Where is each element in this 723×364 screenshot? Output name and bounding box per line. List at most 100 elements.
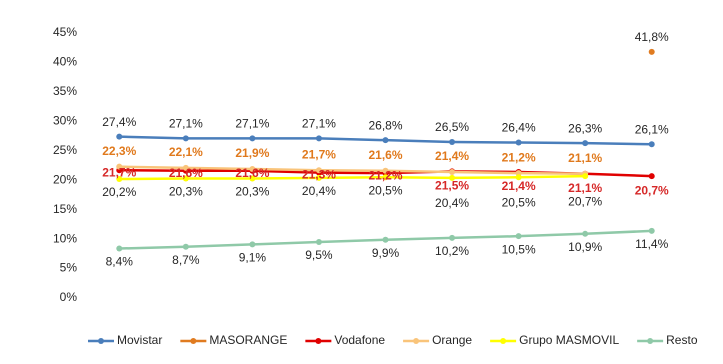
legend-marker xyxy=(647,338,654,344)
legend-marker xyxy=(315,338,322,344)
data-label: 20,5% xyxy=(368,183,402,197)
y-tick-label: 20% xyxy=(53,172,77,186)
data-point xyxy=(449,234,456,241)
data-point xyxy=(648,173,655,180)
data-label: 20,3% xyxy=(235,185,269,199)
data-label: 27,4% xyxy=(102,115,136,129)
legend-label: Grupo MASMOVIL xyxy=(519,333,619,347)
data-point xyxy=(315,174,322,181)
data-label: 26,3% xyxy=(568,121,602,135)
data-label: 26,1% xyxy=(635,122,669,136)
data-label: 21,1% xyxy=(568,151,602,165)
data-point xyxy=(382,167,389,174)
data-point xyxy=(382,174,389,181)
legend-label: Resto xyxy=(666,333,698,347)
series-line xyxy=(119,165,586,175)
data-point xyxy=(315,135,322,142)
data-point xyxy=(582,140,589,147)
data-label: 10,9% xyxy=(568,240,602,254)
data-label: 21,4% xyxy=(435,149,469,163)
data-label: 21,6% xyxy=(169,166,203,180)
y-tick-label: 35% xyxy=(53,84,77,98)
data-point xyxy=(182,164,189,171)
data-label: 21,2% xyxy=(368,168,402,182)
data-label: 21,7% xyxy=(102,165,136,179)
data-point xyxy=(116,163,123,170)
legend-item: Resto xyxy=(637,333,698,347)
data-label: 21,3% xyxy=(302,168,336,182)
data-label: 21,9% xyxy=(235,146,269,160)
legend-marker xyxy=(500,338,507,344)
legend-marker xyxy=(98,338,104,344)
data-label: 8,4% xyxy=(106,255,134,269)
data-label: 11,4% xyxy=(635,237,668,251)
y-tick-label: 30% xyxy=(53,114,77,128)
data-point xyxy=(648,48,655,55)
data-point xyxy=(116,176,123,183)
data-label: 9,1% xyxy=(239,251,267,265)
legend-label: Movistar xyxy=(117,333,162,347)
data-label: 8,7% xyxy=(172,253,200,267)
data-label: 27,1% xyxy=(235,117,269,131)
data-point xyxy=(182,243,189,250)
legend-marker xyxy=(190,338,197,344)
y-tick-label: 25% xyxy=(53,143,77,157)
data-point xyxy=(449,168,456,175)
data-point xyxy=(116,133,123,140)
legend-item: Movistar xyxy=(88,333,162,347)
data-label: 27,1% xyxy=(302,117,336,131)
data-label: 10,5% xyxy=(502,242,536,256)
data-label: 41,8% xyxy=(635,30,669,44)
data-label: 20,3% xyxy=(169,185,203,199)
data-point xyxy=(249,241,256,248)
y-tick-label: 15% xyxy=(53,202,77,216)
data-point xyxy=(515,139,522,146)
data-label: 10,2% xyxy=(435,244,469,258)
data-label: 21,5% xyxy=(435,179,469,193)
data-point xyxy=(449,138,456,145)
data-point xyxy=(315,239,322,246)
data-label: 21,6% xyxy=(368,148,402,162)
data-point xyxy=(582,230,589,237)
legend-item: Grupo MASMOVIL xyxy=(490,333,619,347)
data-label: 27,1% xyxy=(169,117,203,131)
data-label: 20,7% xyxy=(635,183,669,197)
y-tick-label: 10% xyxy=(53,231,77,245)
data-point xyxy=(116,245,123,252)
data-label: 26,4% xyxy=(502,121,536,135)
legend-label: MASORANGE xyxy=(209,333,287,347)
data-label: 20,4% xyxy=(302,184,336,198)
data-label: 9,5% xyxy=(305,248,333,262)
data-point xyxy=(515,174,522,181)
data-label: 26,8% xyxy=(368,118,402,132)
data-label: 21,6% xyxy=(235,166,269,180)
data-point xyxy=(648,141,655,148)
data-label: 21,4% xyxy=(502,179,536,193)
data-point xyxy=(648,227,655,234)
data-point xyxy=(582,173,589,180)
legend-item: Orange xyxy=(403,333,472,347)
data-label: 9,9% xyxy=(372,246,400,260)
data-label: 22,1% xyxy=(169,145,203,159)
data-point xyxy=(382,137,389,144)
data-point xyxy=(315,167,322,174)
data-point xyxy=(182,175,189,182)
data-point xyxy=(382,236,389,243)
y-tick-label: 40% xyxy=(53,55,77,69)
data-label: 26,5% xyxy=(435,120,469,134)
y-tick-label: 45% xyxy=(53,25,77,39)
data-point xyxy=(249,135,256,142)
data-label: 20,4% xyxy=(435,196,469,210)
legend-label: Orange xyxy=(432,333,472,347)
y-tick-label: 5% xyxy=(60,261,78,275)
series-line xyxy=(119,174,586,181)
data-point xyxy=(515,233,522,240)
legend-marker xyxy=(413,338,420,344)
data-label: 20,5% xyxy=(502,195,536,209)
data-label: 20,7% xyxy=(568,194,602,208)
legend-item: MASORANGE xyxy=(180,333,287,347)
data-label: 22,3% xyxy=(102,144,136,158)
legend-label: Vodafone xyxy=(334,333,385,347)
data-label: 20,2% xyxy=(102,185,136,199)
